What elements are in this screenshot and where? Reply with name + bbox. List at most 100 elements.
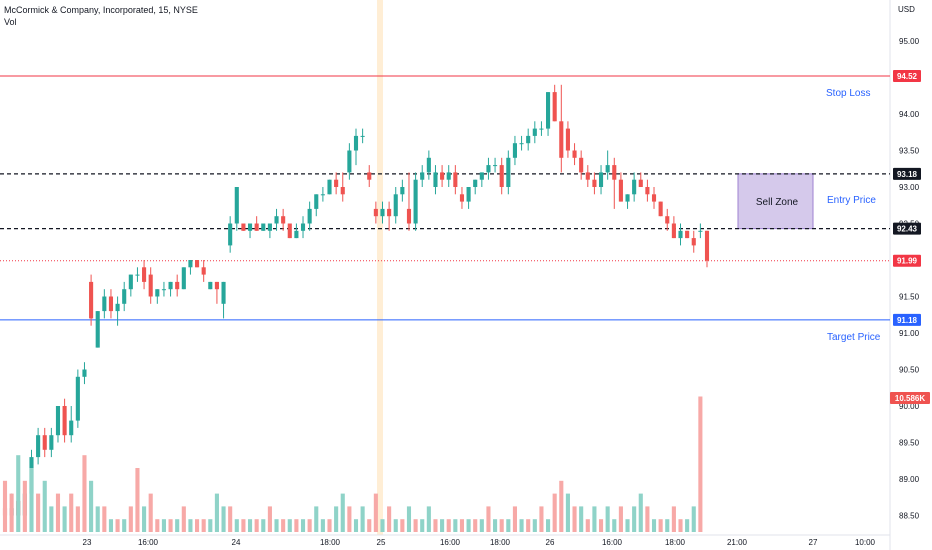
candle-body[interactable] [320,194,325,196]
candle-body[interactable] [62,406,67,436]
candle-body[interactable] [148,274,153,297]
candle-body[interactable] [532,128,537,136]
candle-body[interactable] [678,230,683,239]
candle-body[interactable] [128,274,133,290]
candle-body[interactable] [340,187,345,195]
candle-body[interactable] [168,281,173,290]
candle-body[interactable] [75,376,80,421]
candle-body[interactable] [552,92,557,122]
candle-body[interactable] [82,369,87,377]
candle-body[interactable] [493,165,498,167]
candle-body[interactable] [592,179,597,187]
candle-body[interactable] [539,128,544,130]
candle-body[interactable] [347,150,352,173]
candle-body[interactable] [254,223,259,231]
candle-body[interactable] [108,296,114,312]
candle-body[interactable] [512,143,517,158]
candle-body[interactable] [426,157,431,173]
candle-body[interactable] [214,281,219,290]
candle-body[interactable] [102,296,107,312]
candle-body[interactable] [665,216,670,224]
candle-body[interactable] [400,187,405,195]
candle-body[interactable] [406,208,412,224]
candle-body[interactable] [526,135,531,144]
candle-body[interactable] [274,216,279,224]
candle-body[interactable] [360,135,365,137]
candle-body[interactable] [632,179,637,195]
candle-body[interactable] [367,172,372,180]
candle-body[interactable] [473,179,478,187]
candle-body[interactable] [440,172,445,180]
candle-body[interactable] [519,143,524,145]
candle-body[interactable] [135,274,140,276]
candle-body[interactable] [181,267,186,290]
candle-body[interactable] [572,150,577,158]
candle-body[interactable] [155,289,160,297]
candle-body[interactable] [671,223,676,239]
candle-body[interactable] [307,208,312,224]
candle-body[interactable] [55,406,61,436]
candle-body[interactable] [353,135,359,151]
candle-body[interactable] [486,165,491,173]
candle-body[interactable] [281,216,286,224]
candle-body[interactable] [685,230,690,239]
candle-body[interactable] [294,230,299,239]
candle-body[interactable] [459,194,465,202]
candle-body[interactable] [605,165,610,173]
candle-body[interactable] [565,128,570,151]
candle-body[interactable] [479,172,484,180]
candle-body[interactable] [42,435,47,450]
candle-body[interactable] [598,172,604,187]
candle-body[interactable] [413,179,418,224]
candle-body[interactable] [618,179,623,202]
candle-body[interactable] [546,92,551,129]
candle-body[interactable] [658,201,663,217]
candle-body[interactable] [380,208,385,217]
candle-body[interactable] [704,230,710,261]
sell-zone[interactable] [737,173,814,230]
candle-body[interactable] [300,223,306,231]
candle-body[interactable] [115,303,120,312]
candle-body[interactable] [267,223,272,231]
candle-body[interactable] [638,179,643,187]
candle-body[interactable] [420,172,425,180]
candle-body[interactable] [89,281,94,319]
candle-body[interactable] [234,187,239,224]
candle-body[interactable] [208,281,213,290]
candle-body[interactable] [612,165,617,180]
candle-body[interactable] [433,172,438,187]
candle-body[interactable] [36,435,41,458]
candle-body[interactable] [228,223,233,246]
candle-body[interactable] [175,281,180,290]
candle-body[interactable] [453,172,458,187]
candle-body[interactable] [327,179,332,195]
candle-body[interactable] [579,157,584,173]
candle-body[interactable] [287,223,292,239]
candle-body[interactable] [393,194,398,217]
candle-body[interactable] [247,223,253,231]
candle-body[interactable] [373,208,378,217]
candle-body[interactable] [651,194,657,202]
candle-body[interactable] [69,420,74,436]
candle-body[interactable] [201,267,206,275]
candle-body[interactable] [691,238,696,246]
candle-body[interactable] [506,157,511,187]
candle-body[interactable] [446,172,451,180]
candle-body[interactable] [585,172,590,180]
candle-body[interactable] [314,194,319,209]
candle-body[interactable] [261,223,266,231]
candle-body[interactable] [499,165,504,187]
candle-body[interactable] [466,187,471,202]
candle-body[interactable] [334,179,339,187]
candle-body[interactable] [387,208,392,217]
candle-body[interactable] [625,194,630,202]
candle-body[interactable] [698,230,703,232]
candle-body[interactable] [195,260,200,268]
candle-body[interactable] [559,121,564,158]
candle-body[interactable] [188,260,193,268]
candle-body[interactable] [221,281,226,304]
candle-body[interactable] [161,289,166,291]
candle-body[interactable] [49,435,54,450]
candle-body[interactable] [122,289,127,304]
